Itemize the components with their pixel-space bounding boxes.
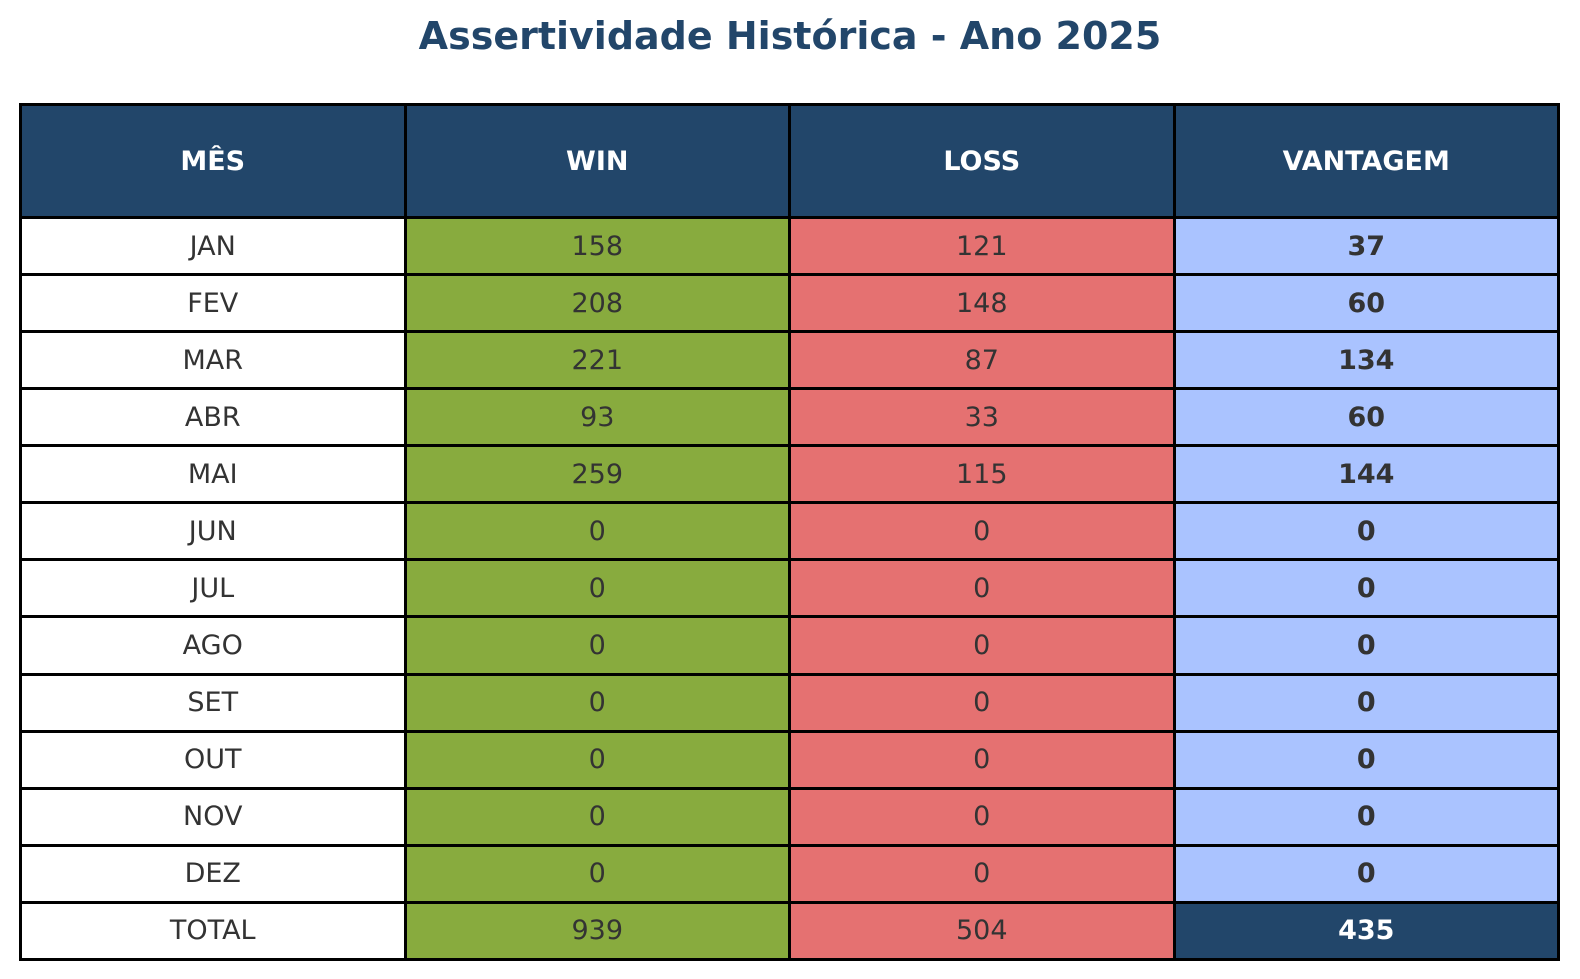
column-header-loss: LOSS bbox=[788, 103, 1176, 219]
cell-vantagem: 60 bbox=[1172, 273, 1560, 334]
cell-vantagem: 0 bbox=[1172, 786, 1560, 847]
cell-win: 259 bbox=[403, 444, 791, 505]
cell-loss: 0 bbox=[788, 672, 1176, 733]
table-row: FEV 208 148 60 bbox=[19, 273, 1560, 334]
cell-mes: TOTAL bbox=[19, 900, 407, 962]
cell-vantagem: 0 bbox=[1172, 501, 1560, 562]
cell-loss: 0 bbox=[788, 615, 1176, 676]
cell-win: 221 bbox=[403, 330, 791, 391]
total-row: TOTAL 939 504 435 bbox=[19, 900, 1560, 962]
cell-loss: 33 bbox=[788, 387, 1176, 448]
column-header-vantagem: VANTAGEM bbox=[1172, 103, 1560, 219]
cell-loss: 0 bbox=[788, 558, 1176, 619]
cell-loss: 121 bbox=[788, 215, 1176, 277]
cell-loss: 504 bbox=[788, 900, 1176, 962]
table-row: JUL 0 0 0 bbox=[19, 558, 1560, 619]
cell-loss: 0 bbox=[788, 729, 1176, 790]
cell-mes: JUL bbox=[19, 558, 407, 619]
header-row: MÊS WIN LOSS VANTAGEM bbox=[19, 103, 1560, 219]
cell-vantagem: 0 bbox=[1172, 615, 1560, 676]
cell-mes: JAN bbox=[19, 215, 407, 277]
cell-loss: 0 bbox=[788, 786, 1176, 847]
cell-mes: NOV bbox=[19, 786, 407, 847]
cell-win: 0 bbox=[403, 786, 791, 847]
cell-mes: FEV bbox=[19, 273, 407, 334]
cell-mes: JUN bbox=[19, 501, 407, 562]
cell-loss: 148 bbox=[788, 273, 1176, 334]
cell-mes: MAR bbox=[19, 330, 407, 391]
cell-win: 939 bbox=[403, 900, 791, 962]
table-row: AGO 0 0 0 bbox=[19, 615, 1560, 676]
cell-mes: SET bbox=[19, 672, 407, 733]
table-row: MAI 259 115 144 bbox=[19, 444, 1560, 505]
table-row: ABR 93 33 60 bbox=[19, 387, 1560, 448]
cell-loss: 0 bbox=[788, 501, 1176, 562]
cell-vantagem: 144 bbox=[1172, 444, 1560, 505]
cell-vantagem: 134 bbox=[1172, 330, 1560, 391]
cell-mes: ABR bbox=[19, 387, 407, 448]
cell-vantagem: 0 bbox=[1172, 729, 1560, 790]
cell-win: 158 bbox=[403, 215, 791, 277]
table-row: OUT 0 0 0 bbox=[19, 729, 1560, 790]
table-row: DEZ 0 0 0 bbox=[19, 843, 1560, 904]
cell-win: 0 bbox=[403, 729, 791, 790]
cell-loss: 115 bbox=[788, 444, 1176, 505]
cell-mes: DEZ bbox=[19, 843, 407, 904]
table-row: MAR 221 87 134 bbox=[19, 330, 1560, 391]
cell-vantagem: 37 bbox=[1172, 215, 1560, 277]
assertividade-table: MÊS WIN LOSS VANTAGEM JAN 158 121 37 FEV 208 1… bbox=[19, 103, 1560, 962]
table-row: JAN 158 121 37 bbox=[19, 215, 1560, 277]
column-header-win: WIN bbox=[403, 103, 791, 219]
table-row: JUN 0 0 0 bbox=[19, 501, 1560, 562]
cell-vantagem: 0 bbox=[1172, 843, 1560, 904]
cell-win: 0 bbox=[403, 501, 791, 562]
column-header-mes: MÊS bbox=[19, 103, 407, 219]
cell-vantagem: 0 bbox=[1172, 672, 1560, 733]
chart-title: Assertividade Histórica - Ano 2025 bbox=[418, 14, 1162, 58]
cell-mes: MAI bbox=[19, 444, 407, 505]
cell-loss: 87 bbox=[788, 330, 1176, 391]
cell-mes: AGO bbox=[19, 615, 407, 676]
cell-win: 93 bbox=[403, 387, 791, 448]
cell-mes: OUT bbox=[19, 729, 407, 790]
cell-win: 0 bbox=[403, 558, 791, 619]
cell-win: 0 bbox=[403, 843, 791, 904]
cell-win: 0 bbox=[403, 615, 791, 676]
cell-loss: 0 bbox=[788, 843, 1176, 904]
table-row: SET 0 0 0 bbox=[19, 672, 1560, 733]
table-row: NOV 0 0 0 bbox=[19, 786, 1560, 847]
cell-vantagem: 60 bbox=[1172, 387, 1560, 448]
table-body: JAN 158 121 37 FEV 208 148 60 MAR 221 87 134 ABR 93 33… bbox=[19, 215, 1560, 962]
cell-vantagem: 0 bbox=[1172, 558, 1560, 619]
cell-win: 208 bbox=[403, 273, 791, 334]
cell-vantagem: 435 bbox=[1172, 900, 1560, 962]
cell-win: 0 bbox=[403, 672, 791, 733]
